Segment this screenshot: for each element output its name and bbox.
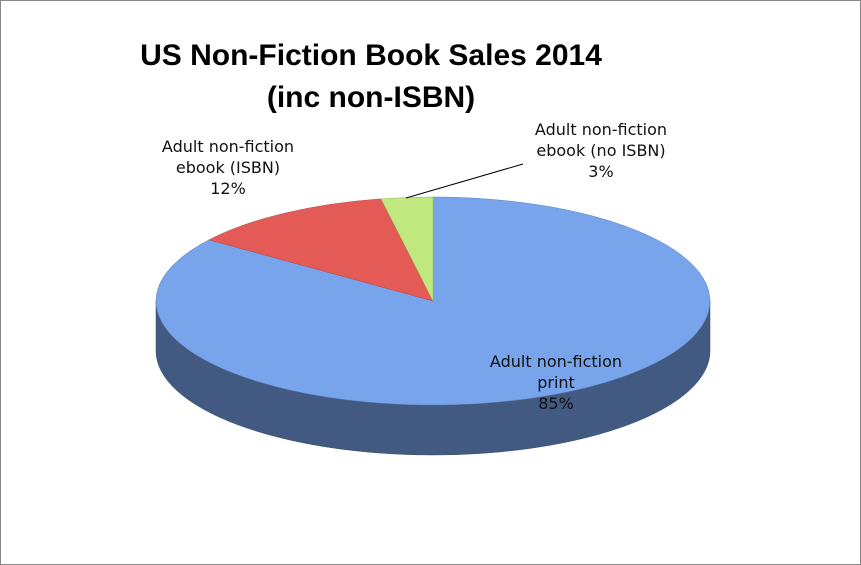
leader-line — [405, 163, 524, 199]
slice-percent: 85% — [538, 394, 574, 413]
chart-title: US Non-Fiction Book Sales 2014 (inc non-… — [140, 39, 602, 114]
slice-category: Adult non-fiction print — [489, 352, 623, 392]
slice-category: Adult non-fiction ebook (no ISBN) — [534, 120, 668, 160]
slice-percent: 3% — [588, 162, 614, 181]
slice-percent: 12% — [210, 179, 246, 198]
slice-category: Adult non-fiction ebook (ISBN) — [161, 137, 295, 177]
data-label: Adult non-fiction print 85% — [476, 351, 636, 414]
data-label: Adult non-fiction ebook (ISBN) 12% — [148, 136, 308, 199]
pie-slice — [208, 198, 434, 302]
data-label: Adult non-fiction ebook (no ISBN) 3% — [521, 119, 681, 182]
